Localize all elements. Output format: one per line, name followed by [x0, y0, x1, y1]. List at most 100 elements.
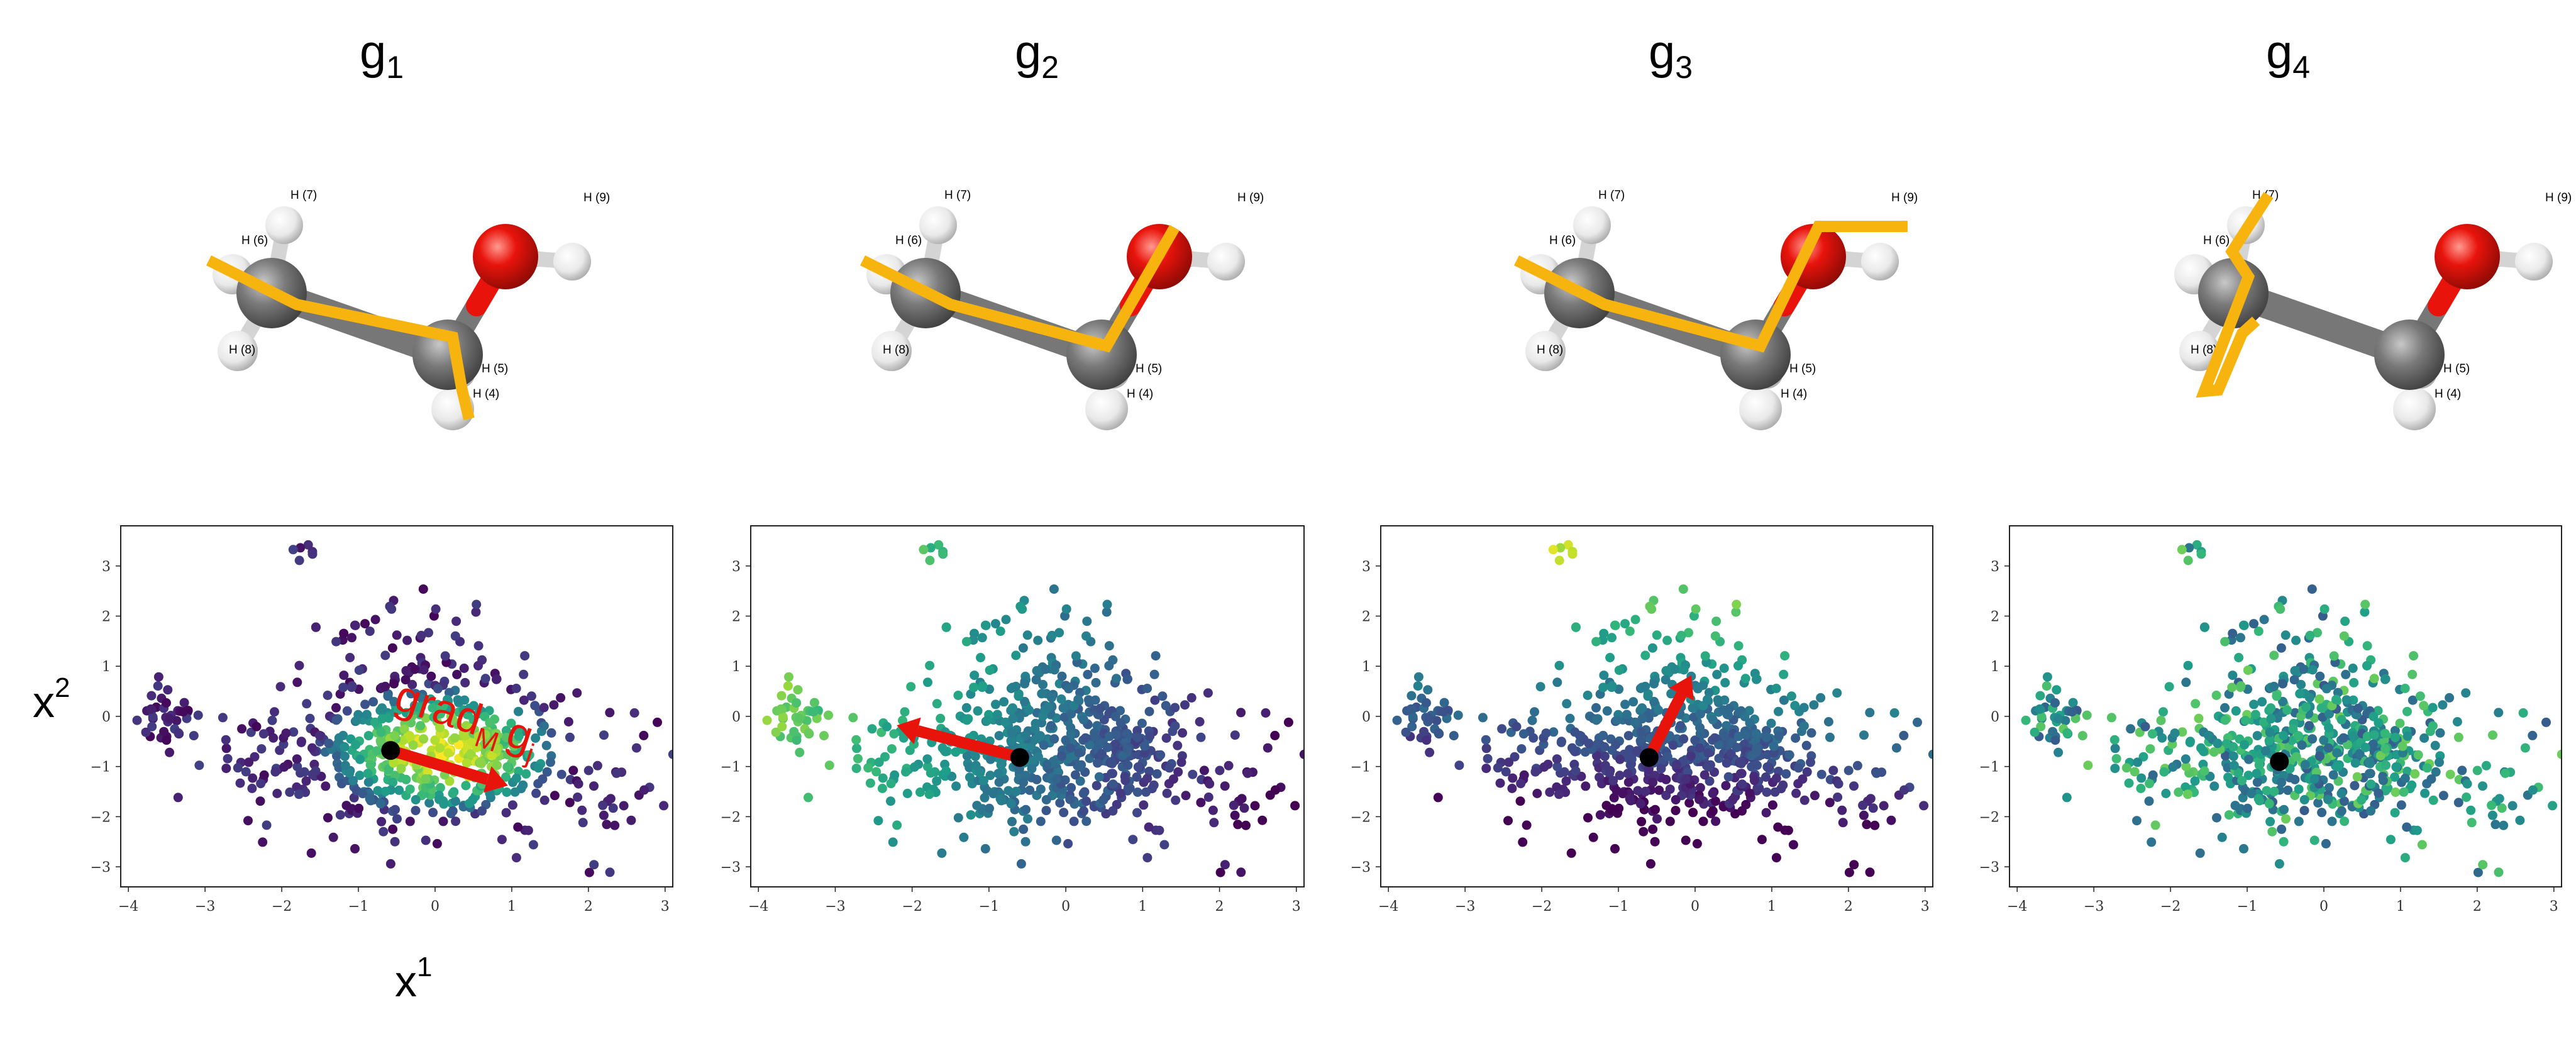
y-tick-label: 3 — [732, 559, 741, 575]
scatter-point — [970, 628, 979, 638]
scatter-point — [2110, 764, 2120, 774]
scatter-point — [162, 735, 172, 745]
scatter-point — [1600, 751, 1610, 761]
scatter-point — [1154, 825, 1164, 835]
scatter-point — [1239, 803, 1249, 813]
scatter-point — [237, 724, 247, 734]
scatter-point — [1783, 825, 1793, 835]
scatter-point — [164, 714, 174, 724]
scatter-point — [385, 859, 395, 869]
hydrogen-atom — [871, 331, 912, 371]
scatter-point — [528, 840, 538, 850]
scatter-point — [1407, 691, 1417, 701]
scatter-point — [993, 769, 1003, 779]
scatter-point — [2217, 832, 2227, 842]
scatter-point — [1094, 772, 1104, 782]
scatter-point — [985, 771, 995, 781]
scatter-point — [2499, 820, 2509, 830]
molecule-3: H (7) H (6) H (8) H (5) H (4) H (9) — [1513, 189, 1918, 430]
atom-label: H (9) — [2545, 191, 2572, 204]
scatter-point — [2289, 675, 2299, 685]
scatter-point — [1588, 832, 1598, 842]
scatter-point — [1030, 724, 1040, 734]
scatter-point — [241, 767, 251, 777]
scatter-point — [510, 787, 520, 797]
scatter-point — [1623, 769, 1633, 779]
scatter-point — [1700, 770, 1710, 780]
scatter-point — [1512, 721, 1522, 732]
scatter-point — [2161, 789, 2171, 798]
scatter-point — [2355, 748, 2365, 759]
scatter-point — [1057, 671, 1067, 681]
scatter-point — [1647, 643, 1657, 653]
y-tick-label: −2 — [1351, 810, 1371, 825]
scatter-point — [1711, 616, 1722, 626]
y-tick-label: 0 — [1362, 709, 1371, 725]
scatter-point — [2426, 774, 2436, 784]
scatter-point — [1662, 752, 1672, 762]
scatter-point — [2190, 776, 2200, 786]
scatter-point — [1011, 650, 1021, 660]
scatter-point — [1761, 808, 1771, 818]
scatter-point — [1809, 700, 1819, 710]
scatter-point — [252, 721, 262, 732]
scatter-point — [2252, 777, 2262, 787]
scatter-point — [1632, 746, 1642, 756]
scatter-point — [1162, 788, 1172, 798]
scatter-point — [1032, 665, 1042, 676]
scatter-point — [2121, 763, 2131, 773]
hydrogen-atom — [265, 206, 303, 244]
x-tick-label: −1 — [2237, 899, 2257, 915]
scatter-point — [2294, 816, 2304, 826]
scatter-point — [639, 785, 649, 795]
scatter-point — [294, 789, 304, 799]
scatter-point — [2391, 733, 2400, 742]
scatter-point — [2490, 820, 2501, 830]
scatter-point — [1006, 736, 1016, 746]
scatter-point — [1510, 752, 1520, 762]
scatter-point — [501, 808, 511, 818]
scatter-point — [1110, 711, 1120, 721]
scatter-point — [1552, 754, 1562, 764]
scatter-point — [1614, 803, 1624, 813]
scatter-point — [1078, 789, 1088, 798]
scatter-point — [890, 770, 900, 780]
scatter-point — [2419, 733, 2430, 743]
scatter-point — [275, 682, 285, 692]
scatter-point — [2237, 776, 2247, 786]
scatter-point — [589, 781, 599, 791]
scatter-point — [1720, 731, 1730, 741]
atom-label: H (8) — [2191, 343, 2217, 357]
scatter-point — [2236, 633, 2245, 643]
scatter-point — [2204, 730, 2213, 740]
scatter-point — [519, 695, 529, 705]
scatter-point — [408, 740, 418, 750]
x-tick-label: −2 — [902, 899, 922, 915]
panel-title-subscript: 2 — [1041, 50, 1059, 85]
y-tick-label: 3 — [1991, 559, 1999, 575]
scatter-point — [172, 716, 182, 726]
scatter-point — [2481, 760, 2491, 771]
scatter-point — [2050, 698, 2060, 708]
scatter-point — [2196, 549, 2206, 559]
scatter-point — [2196, 743, 2206, 753]
scatter-point — [1011, 786, 1021, 796]
scatter-point — [487, 751, 497, 760]
scatter-point — [1591, 637, 1601, 647]
scatter-point — [450, 796, 460, 806]
scatter-point — [339, 670, 349, 681]
scatter-point — [1799, 795, 1810, 805]
scatter-point — [405, 816, 415, 826]
scatter-point — [1708, 715, 1718, 725]
scatter-point — [296, 543, 306, 553]
scatter-point — [401, 665, 411, 676]
panel-title-subscript: 1 — [386, 50, 404, 85]
scatter-point — [435, 782, 445, 793]
scatter-point — [472, 742, 482, 752]
scatter-point — [511, 774, 521, 783]
hydrogen-atom — [553, 243, 591, 281]
scatter-point — [1913, 717, 1922, 727]
scatter-point — [428, 703, 438, 713]
scatter-point — [501, 772, 511, 782]
scatter-point — [1671, 806, 1681, 816]
